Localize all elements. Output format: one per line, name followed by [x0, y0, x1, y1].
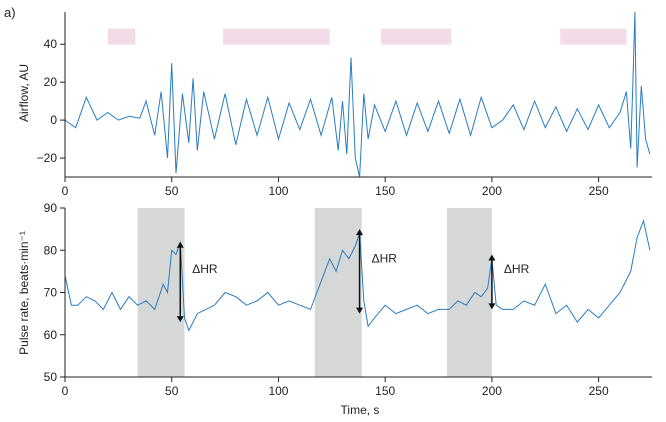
airflow-y-ticks: −20 0 20 40	[37, 37, 65, 165]
y-tick-label: 80	[44, 243, 58, 257]
pulse-y-axis-label: Pulse rate, beats·min⁻¹	[17, 231, 31, 355]
event-bar-4	[560, 28, 627, 45]
x-tick-label: 0	[62, 184, 69, 198]
panel-label: a)	[4, 5, 16, 20]
airflow-series-line	[64, 11, 651, 178]
shaded-region-2	[314, 208, 362, 377]
x-tick-label: 200	[482, 184, 502, 198]
x-tick-label: 200	[482, 384, 502, 398]
pulse-panel: ΔHR ΔHR ΔHR 50 60 70 80 90 0 50 100 150 200 250 Pul…	[17, 201, 652, 417]
arrowhead-down-1	[176, 316, 184, 323]
airflow-panel: −20 0 20 40 0 50 100 150 200 250 Airflow, AU	[17, 11, 652, 198]
y-tick-label: 0	[50, 113, 57, 127]
shaded-region-1	[137, 208, 185, 377]
x-tick-label: 250	[589, 184, 609, 198]
x-tick-label: 250	[589, 384, 609, 398]
x-tick-label: 0	[62, 384, 69, 398]
event-bar-3	[380, 28, 452, 45]
arrowhead-up-1	[176, 241, 184, 248]
event-bar-2	[222, 28, 330, 45]
delta-hr-label-1: ΔHR	[192, 262, 218, 276]
delta-hr-label-2: ΔHR	[372, 251, 398, 265]
delta-hr-label-3: ΔHR	[504, 262, 530, 276]
y-tick-label: 50	[44, 370, 58, 384]
arrowhead-up-3	[488, 254, 496, 261]
y-tick-label: 90	[44, 201, 58, 215]
pulse-shaded-regions	[137, 208, 492, 377]
pulse-annotations: ΔHR ΔHR ΔHR	[176, 229, 530, 323]
airflow-bars	[107, 28, 627, 45]
pulse-x-ticks: 0 50 100 150 200 250	[62, 377, 609, 398]
arrowhead-down-2	[356, 307, 364, 314]
x-tick-label: 100	[268, 184, 288, 198]
y-tick-label: −20	[37, 151, 58, 165]
y-tick-label: 20	[44, 75, 58, 89]
event-bar-1	[107, 28, 136, 45]
y-tick-label: 40	[44, 37, 58, 51]
y-tick-label: 70	[44, 286, 58, 300]
x-tick-label: 150	[375, 184, 395, 198]
shaded-region-3	[447, 208, 492, 377]
pulse-x-axis-label: Time, s	[341, 403, 380, 417]
airflow-x-ticks: 0 50 100 150 200 250	[62, 177, 609, 198]
x-tick-label: 50	[165, 184, 179, 198]
airflow-y-axis-label: Airflow, AU	[17, 64, 31, 122]
pulse-series-line	[64, 218, 651, 332]
x-tick-label: 100	[268, 384, 288, 398]
pulse-y-ticks: 50 60 70 80 90	[44, 201, 65, 384]
arrowhead-down-3	[488, 303, 496, 310]
x-tick-label: 50	[165, 384, 179, 398]
arrowhead-up-2	[356, 229, 364, 236]
x-tick-label: 150	[375, 384, 395, 398]
y-tick-label: 60	[44, 328, 58, 342]
